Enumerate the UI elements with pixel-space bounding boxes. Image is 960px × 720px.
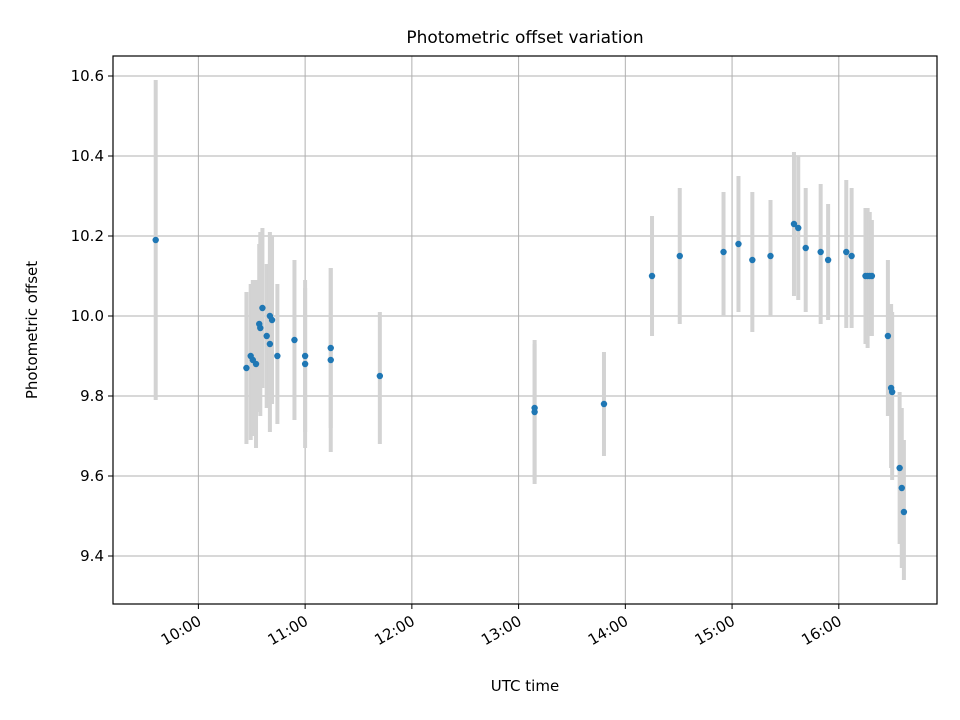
y-axis: 9.4 9.6 9.8 10.0 10.2 10.4 10.6 — [71, 67, 113, 565]
data-point — [795, 224, 802, 232]
data-point — [720, 248, 727, 256]
grid — [113, 56, 937, 604]
data-point — [843, 248, 850, 256]
data-point — [376, 372, 384, 380]
data-point — [648, 272, 656, 280]
x-tick-label: 14:00 — [585, 612, 631, 649]
data-point — [900, 508, 908, 516]
data-point — [817, 248, 824, 256]
x-axis: 10:00 11:00 12:00 13:00 14:00 15:00 16:00 — [158, 604, 845, 649]
data-point — [301, 352, 309, 360]
x-tick-label: 13:00 — [478, 612, 524, 649]
x-tick-label: 15:00 — [692, 612, 738, 649]
data-point — [327, 356, 334, 364]
plot-frame — [112, 55, 938, 605]
data-point — [848, 252, 855, 260]
data-point — [301, 360, 309, 368]
error-bars — [153, 80, 906, 580]
data-point — [243, 364, 250, 372]
y-tick-label: 10.0 — [71, 307, 104, 325]
data-point — [767, 252, 774, 260]
y-tick-label: 10.4 — [71, 147, 104, 165]
data-point — [600, 400, 608, 408]
data-point — [259, 304, 266, 312]
data-point — [266, 340, 274, 348]
data-point — [152, 236, 159, 244]
x-axis-label: UTC time — [491, 677, 559, 695]
data-point — [531, 404, 538, 412]
x-tick-label: 12:00 — [371, 612, 417, 649]
data-point — [252, 360, 260, 368]
y-axis-label: Photometric offset — [23, 261, 41, 399]
y-tick-label: 9.6 — [80, 467, 104, 485]
y-tick-label: 10.2 — [71, 227, 104, 245]
data-point — [291, 336, 298, 344]
data-point — [257, 324, 264, 332]
chart-title: Photometric offset variation — [406, 28, 643, 48]
data-point — [735, 240, 742, 248]
data-point — [749, 256, 756, 264]
data-point — [327, 344, 334, 352]
data-point — [896, 464, 903, 472]
y-tick-label: 10.6 — [71, 67, 104, 85]
data-point — [274, 352, 281, 360]
data-point — [868, 272, 876, 280]
data-point — [884, 332, 892, 340]
y-tick-label: 9.4 — [80, 547, 104, 565]
data-point — [888, 388, 896, 396]
data-point — [268, 316, 276, 324]
y-tick-label: 9.8 — [80, 387, 104, 405]
data-point — [790, 220, 798, 228]
x-tick-label: 11:00 — [265, 612, 311, 649]
data-point — [802, 244, 809, 252]
x-tick-label: 10:00 — [158, 612, 204, 649]
data-point — [263, 332, 270, 340]
data-point — [676, 252, 683, 260]
x-tick-label: 16:00 — [798, 612, 844, 649]
data-point — [824, 256, 832, 264]
data-point — [898, 484, 905, 492]
data-points — [152, 220, 908, 516]
